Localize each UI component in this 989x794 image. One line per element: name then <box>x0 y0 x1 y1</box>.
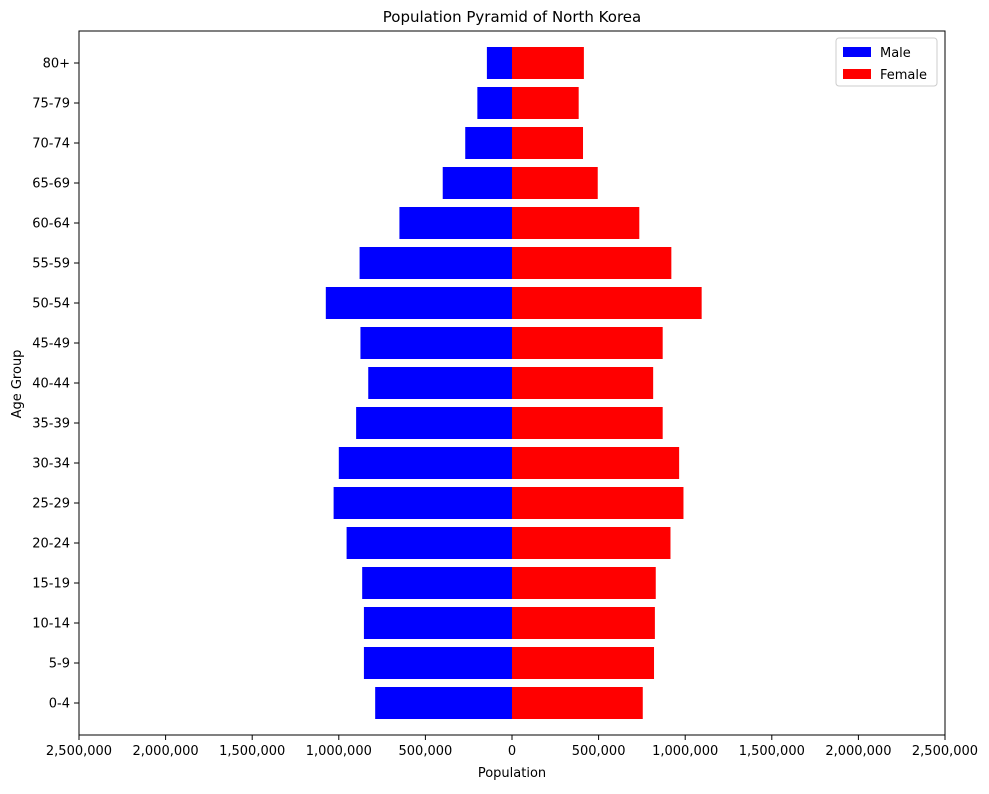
y-tick-label: 65-69 <box>32 177 70 192</box>
x-tick-label: 1,500,000 <box>219 744 285 759</box>
bar-male-60-64 <box>399 207 512 239</box>
bar-male-45-49 <box>360 327 512 359</box>
bar-male-5-9 <box>363 647 512 679</box>
y-tick-label: 55-59 <box>32 257 70 272</box>
legend: Male Female <box>835 37 938 87</box>
y-tick-label: 45-49 <box>32 337 70 352</box>
bar-female-25-29 <box>512 487 684 519</box>
y-tick-label: 75-79 <box>32 97 70 112</box>
y-tick-label: 70-74 <box>32 137 70 152</box>
bar-female-5-9 <box>512 647 655 679</box>
legend-label-female: Female <box>880 68 927 83</box>
x-tick-label: 2,500,000 <box>912 744 978 759</box>
x-tick-label: 1,000,000 <box>306 744 372 759</box>
x-tick-label: 500,000 <box>399 744 453 759</box>
y-tick-label: 20-24 <box>32 537 70 552</box>
x-tick-label: 500,000 <box>572 744 626 759</box>
bar-male-55-59 <box>359 247 512 279</box>
chart-title: Population Pyramid of North Korea <box>383 8 641 26</box>
bar-male-30-34 <box>338 447 512 479</box>
bar-male-80+ <box>486 47 512 79</box>
bar-male-35-39 <box>356 407 512 439</box>
bar-male-40-44 <box>368 367 512 399</box>
bar-female-0-4 <box>512 687 643 719</box>
y-tick-label: 80+ <box>43 57 70 72</box>
y-axis-title: Age Group <box>10 350 25 419</box>
bar-female-40-44 <box>512 367 654 399</box>
y-tick-label: 5-9 <box>49 657 70 672</box>
bar-female-75-79 <box>512 87 579 119</box>
y-tick-label: 15-19 <box>32 577 70 592</box>
bar-female-35-39 <box>512 407 663 439</box>
bar-female-20-24 <box>512 527 671 559</box>
x-tick-label: 2,000,000 <box>825 744 891 759</box>
x-tick-label: 1,500,000 <box>739 744 805 759</box>
x-tick-label: 2,500,000 <box>46 744 112 759</box>
bar-male-75-79 <box>477 87 512 119</box>
x-tick-label: 1,000,000 <box>652 744 718 759</box>
y-tick-label: 35-39 <box>32 417 70 432</box>
legend-swatch-male <box>843 47 871 57</box>
y-tick-label: 40-44 <box>32 377 70 392</box>
bar-male-20-24 <box>346 527 512 559</box>
x-tick-label: 0 <box>508 744 516 759</box>
y-tick-label: 60-64 <box>32 217 70 232</box>
bar-male-70-74 <box>465 127 512 159</box>
bar-male-15-19 <box>362 567 512 599</box>
y-tick-label: 10-14 <box>32 617 70 632</box>
bar-female-45-49 <box>512 327 663 359</box>
y-tick-label: 25-29 <box>32 497 70 512</box>
bar-female-60-64 <box>512 207 640 239</box>
bars-layer <box>325 47 702 719</box>
bar-female-80+ <box>512 47 584 79</box>
x-axis-title: Population <box>478 766 546 781</box>
bar-female-30-34 <box>512 447 680 479</box>
x-tick-label: 2,000,000 <box>133 744 199 759</box>
legend-label-male: Male <box>880 46 911 61</box>
y-tick-label: 30-34 <box>32 457 70 472</box>
bar-female-50-54 <box>512 287 702 319</box>
bar-female-65-69 <box>512 167 598 199</box>
bar-female-10-14 <box>512 607 655 639</box>
bar-male-25-29 <box>333 487 512 519</box>
bar-female-15-19 <box>512 567 656 599</box>
axes-layer: 2,500,000 2,000,000 1,500,000 1,000,000 500,… <box>32 30 978 759</box>
y-tick-label: 0-4 <box>49 697 70 712</box>
y-tick-label: 50-54 <box>32 297 70 312</box>
bar-female-70-74 <box>512 127 584 159</box>
legend-swatch-female <box>843 69 871 79</box>
bar-male-65-69 <box>442 167 512 199</box>
bar-male-50-54 <box>325 287 512 319</box>
bar-male-0-4 <box>375 687 512 719</box>
bar-male-10-14 <box>363 607 512 639</box>
bar-female-55-59 <box>512 247 672 279</box>
